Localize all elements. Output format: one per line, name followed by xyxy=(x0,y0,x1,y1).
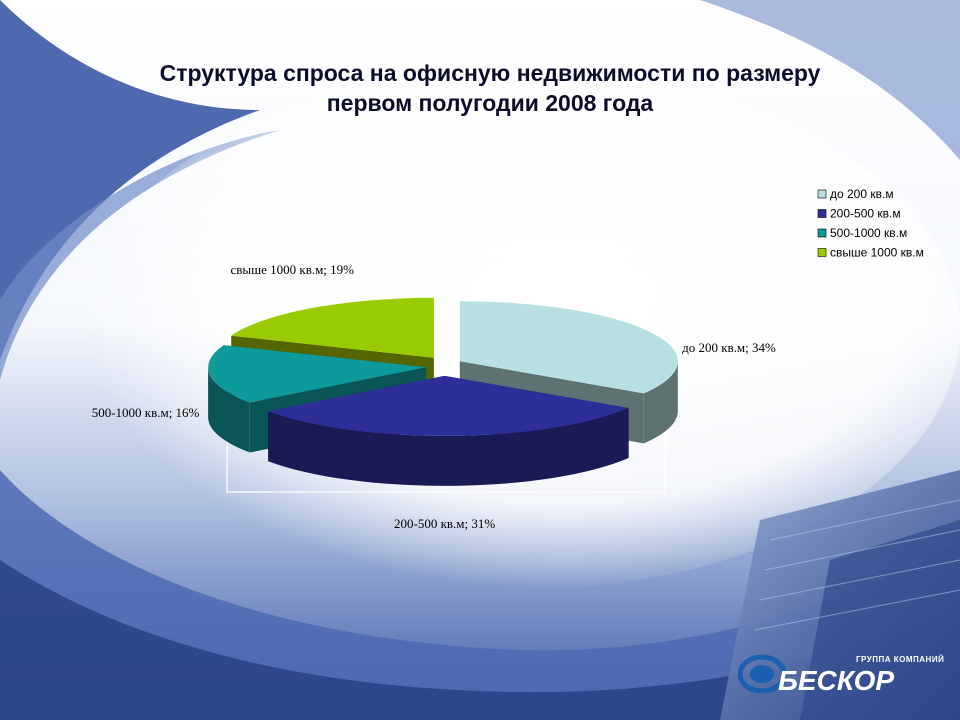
slice-top-3 xyxy=(231,297,434,358)
pie-slice-1 xyxy=(268,375,629,486)
legend-label-3: свыше 1000 кв.м xyxy=(830,246,924,260)
company-logo: ГРУППА КОМПАНИЙ БЕСКОР xyxy=(738,654,944,696)
data-label-3: свыше 1000 кв.м; 19% xyxy=(230,262,354,277)
data-label-0: до 200 кв.м; 34% xyxy=(682,340,776,355)
legend: до 200 кв.м 200-500 кв.м 500-1000 кв.м свыш… xyxy=(817,187,924,260)
slice-top-0 xyxy=(459,301,678,394)
slice-rim-0-0 xyxy=(643,361,678,444)
data-label-2: 500-1000 кв.м; 16% xyxy=(92,405,200,420)
title-line-1: Структура спроса на офисную недвижимости… xyxy=(159,60,821,86)
legend-label-2: 500-1000 кв.м xyxy=(830,226,907,240)
slide-title: Структура спроса на офисную недвижимости… xyxy=(60,58,920,118)
legend-swatch-2 xyxy=(817,228,827,238)
logo-name: БЕСКОР xyxy=(778,665,894,696)
legend-swatch-0 xyxy=(817,189,827,199)
legend-swatch-1 xyxy=(817,209,827,218)
slice-top-1 xyxy=(268,375,629,436)
legend-label-0: до 200 кв.м xyxy=(830,187,894,201)
data-label-1: 200-500 кв.м; 31% xyxy=(394,516,495,531)
legend-label-1: 200-500 кв.м xyxy=(830,207,901,221)
slice-top-2 xyxy=(208,345,427,403)
title-line-2: первом полугодии 2008 года xyxy=(326,90,654,116)
slice-rim-1-0 xyxy=(268,408,629,486)
slice-rim-2-0 xyxy=(208,367,250,453)
legend-swatch-3 xyxy=(817,248,827,257)
logo-small-text: ГРУППА КОМПАНИЙ xyxy=(856,655,944,664)
